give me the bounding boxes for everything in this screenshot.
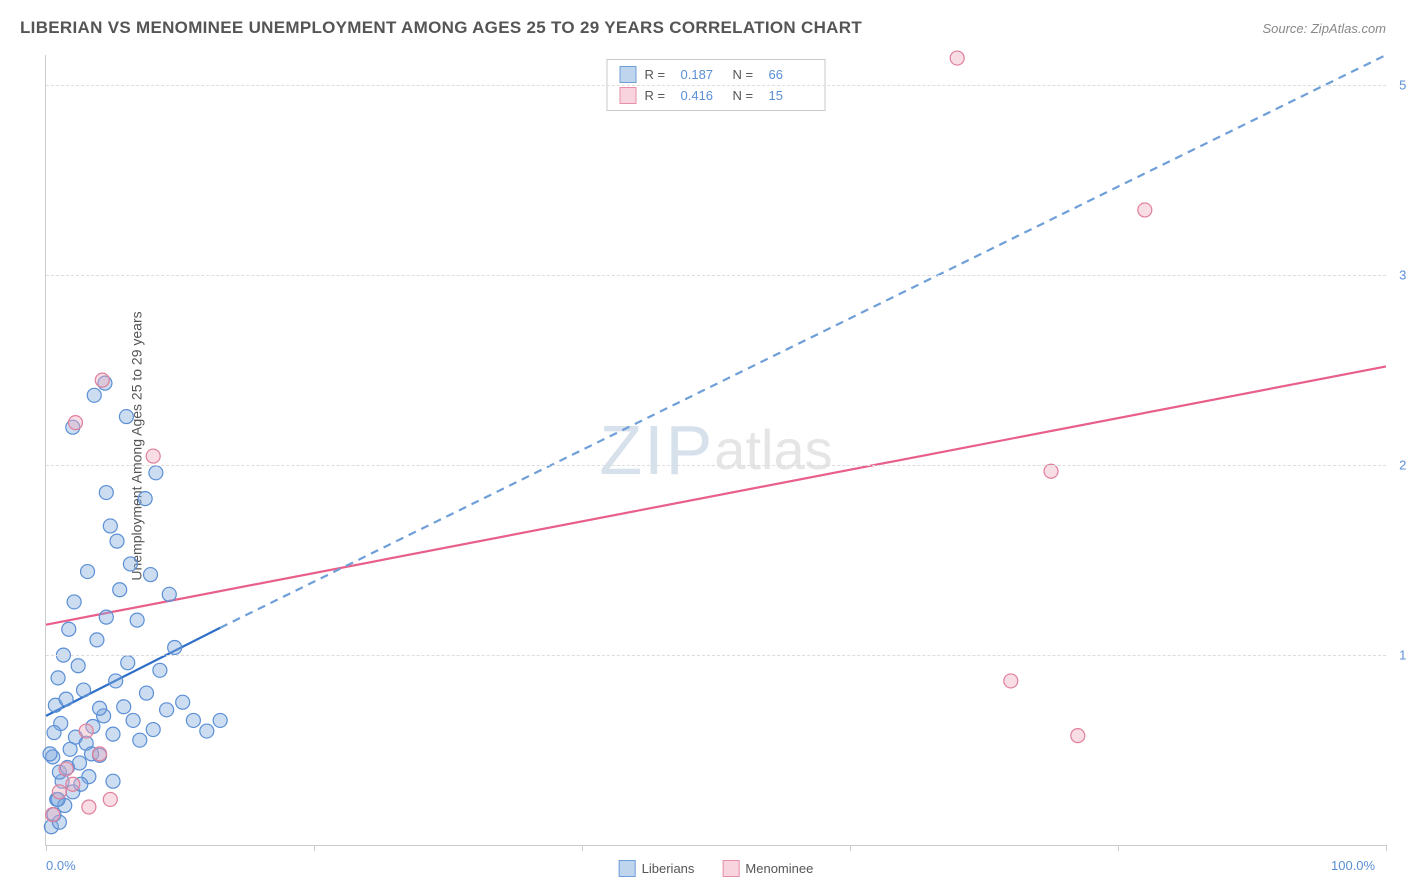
data-point-liberians bbox=[87, 388, 101, 402]
data-point-liberians bbox=[67, 595, 81, 609]
legend-item-liberians: Liberians bbox=[619, 860, 695, 877]
data-point-liberians bbox=[149, 466, 163, 480]
trend-line-dash-liberians bbox=[220, 55, 1386, 628]
r-label: R = bbox=[645, 67, 673, 82]
data-point-liberians bbox=[133, 733, 147, 747]
data-point-liberians bbox=[99, 610, 113, 624]
data-point-menominee bbox=[68, 416, 82, 430]
gridline bbox=[46, 655, 1386, 656]
data-point-liberians bbox=[106, 727, 120, 741]
data-point-menominee bbox=[103, 792, 117, 806]
x-tick bbox=[582, 845, 583, 851]
data-point-menominee bbox=[66, 777, 80, 791]
data-point-liberians bbox=[123, 557, 137, 571]
title-bar: LIBERIAN VS MENOMINEE UNEMPLOYMENT AMONG… bbox=[20, 18, 1386, 38]
y-tick-label: 50.0% bbox=[1391, 78, 1406, 93]
y-tick-label: 25.0% bbox=[1391, 458, 1406, 473]
data-point-liberians bbox=[138, 492, 152, 506]
data-point-liberians bbox=[160, 703, 174, 717]
data-point-liberians bbox=[59, 692, 73, 706]
data-point-liberians bbox=[200, 724, 214, 738]
data-point-liberians bbox=[106, 774, 120, 788]
x-tick bbox=[1118, 845, 1119, 851]
data-point-liberians bbox=[93, 701, 107, 715]
data-point-liberians bbox=[62, 622, 76, 636]
chart-title: LIBERIAN VS MENOMINEE UNEMPLOYMENT AMONG… bbox=[20, 18, 862, 38]
plot-area: ZIP atlas R = 0.187 N = 66 R = 0.416 N =… bbox=[45, 55, 1386, 846]
data-point-menominee bbox=[52, 785, 66, 799]
data-point-liberians bbox=[176, 695, 190, 709]
data-point-liberians bbox=[121, 656, 135, 670]
legend-label-menominee: Menominee bbox=[745, 861, 813, 876]
gridline bbox=[46, 275, 1386, 276]
data-point-menominee bbox=[59, 762, 73, 776]
data-point-liberians bbox=[140, 686, 154, 700]
data-point-liberians bbox=[47, 726, 61, 740]
gridline bbox=[46, 85, 1386, 86]
data-point-liberians bbox=[130, 613, 144, 627]
data-point-menominee bbox=[1004, 674, 1018, 688]
legend-item-menominee: Menominee bbox=[722, 860, 813, 877]
data-point-liberians bbox=[117, 700, 131, 714]
n-value-liberians: 66 bbox=[769, 67, 813, 82]
data-point-liberians bbox=[77, 683, 91, 697]
data-point-liberians bbox=[43, 747, 57, 761]
data-point-liberians bbox=[71, 659, 85, 673]
data-point-liberians bbox=[113, 583, 127, 597]
data-point-menominee bbox=[79, 724, 93, 738]
data-point-liberians bbox=[126, 713, 140, 727]
x-tick bbox=[850, 845, 851, 851]
data-point-liberians bbox=[146, 723, 160, 737]
trend-line-menominee bbox=[46, 366, 1386, 624]
x-tick bbox=[314, 845, 315, 851]
data-point-menominee bbox=[1044, 464, 1058, 478]
y-tick-label: 37.5% bbox=[1391, 268, 1406, 283]
data-point-menominee bbox=[1071, 729, 1085, 743]
data-point-liberians bbox=[144, 568, 158, 582]
data-point-liberians bbox=[99, 486, 113, 500]
data-point-menominee bbox=[93, 747, 107, 761]
data-point-liberians bbox=[109, 674, 123, 688]
r-value-liberians: 0.187 bbox=[681, 67, 725, 82]
gridline bbox=[46, 465, 1386, 466]
source-label: Source: ZipAtlas.com bbox=[1262, 21, 1386, 36]
x-tick-label: 100.0% bbox=[1331, 858, 1375, 873]
data-point-liberians bbox=[51, 671, 65, 685]
data-point-liberians bbox=[90, 633, 104, 647]
legend-label-liberians: Liberians bbox=[642, 861, 695, 876]
data-point-liberians bbox=[103, 519, 117, 533]
data-point-menominee bbox=[146, 449, 160, 463]
stats-row-menominee: R = 0.416 N = 15 bbox=[620, 85, 813, 106]
swatch-blue-icon bbox=[620, 66, 637, 83]
data-point-liberians bbox=[119, 410, 133, 424]
x-tick bbox=[1386, 845, 1387, 851]
data-point-liberians bbox=[81, 565, 95, 579]
swatch-pink-icon bbox=[620, 87, 637, 104]
data-point-liberians bbox=[153, 663, 167, 677]
r-label: R = bbox=[645, 88, 673, 103]
data-point-liberians bbox=[168, 641, 182, 655]
n-label: N = bbox=[733, 88, 761, 103]
data-point-menominee bbox=[82, 800, 96, 814]
r-value-menominee: 0.416 bbox=[681, 88, 725, 103]
data-point-menominee bbox=[95, 373, 109, 387]
data-point-liberians bbox=[213, 713, 227, 727]
swatch-pink-icon bbox=[722, 860, 739, 877]
swatch-blue-icon bbox=[619, 860, 636, 877]
stats-row-liberians: R = 0.187 N = 66 bbox=[620, 64, 813, 85]
data-point-menominee bbox=[46, 808, 60, 822]
x-tick bbox=[46, 845, 47, 851]
n-value-menominee: 15 bbox=[769, 88, 813, 103]
x-tick-label: 0.0% bbox=[46, 858, 76, 873]
data-point-liberians bbox=[110, 534, 124, 548]
chart-svg bbox=[46, 55, 1386, 845]
data-point-menominee bbox=[950, 51, 964, 65]
legend-bottom: Liberians Menominee bbox=[619, 860, 814, 877]
data-point-liberians bbox=[186, 713, 200, 727]
data-point-menominee bbox=[1138, 203, 1152, 217]
n-label: N = bbox=[733, 67, 761, 82]
data-point-liberians bbox=[162, 587, 176, 601]
y-tick-label: 12.5% bbox=[1391, 648, 1406, 663]
